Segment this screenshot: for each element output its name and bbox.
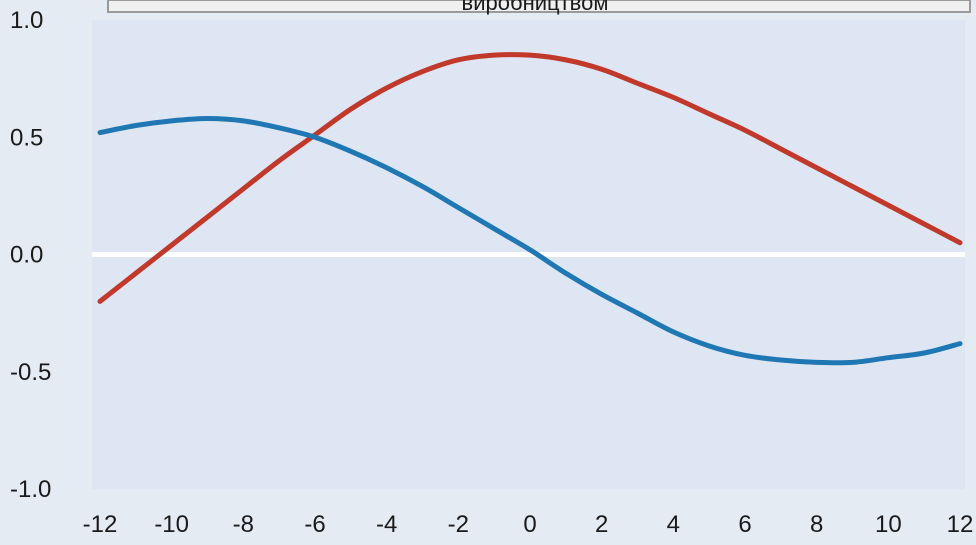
- x-tick-label: 2: [595, 511, 608, 538]
- series-line-2: [97, 115, 963, 366]
- x-tick-label: 10: [875, 511, 902, 538]
- x-tick-label: 0: [523, 511, 536, 538]
- x-tick-label: -8: [233, 511, 254, 538]
- y-tick-label: 1.0: [10, 7, 43, 34]
- x-tick-label: -6: [304, 511, 325, 538]
- x-tick-label: -12: [83, 511, 118, 538]
- y-axis-ticks: 1.0 0.5 0.0 -0.5 -1.0: [10, 7, 51, 503]
- series-line-1: [97, 52, 963, 304]
- x-axis-ticks: -12 -10 -8 -6 -4 -2 0 2 4 6 8 10 12: [83, 511, 974, 538]
- series-lines: [97, 52, 963, 366]
- x-tick-label: -10: [154, 511, 189, 538]
- x-tick-label: -4: [376, 511, 397, 538]
- x-tick-label: 4: [667, 511, 680, 538]
- y-tick-label: -1.0: [10, 476, 51, 503]
- x-tick-label: 6: [738, 511, 751, 538]
- x-tick-label: 8: [810, 511, 823, 538]
- y-tick-label: 0.5: [10, 124, 43, 151]
- y-tick-label: 0.0: [10, 242, 43, 269]
- x-tick-label: 12: [947, 511, 974, 538]
- chart-title-banner: виробництвом: [107, 0, 971, 15]
- chart-title: виробництвом: [462, 0, 609, 15]
- x-tick-label: -2: [448, 511, 469, 538]
- y-tick-label: -0.5: [10, 359, 51, 386]
